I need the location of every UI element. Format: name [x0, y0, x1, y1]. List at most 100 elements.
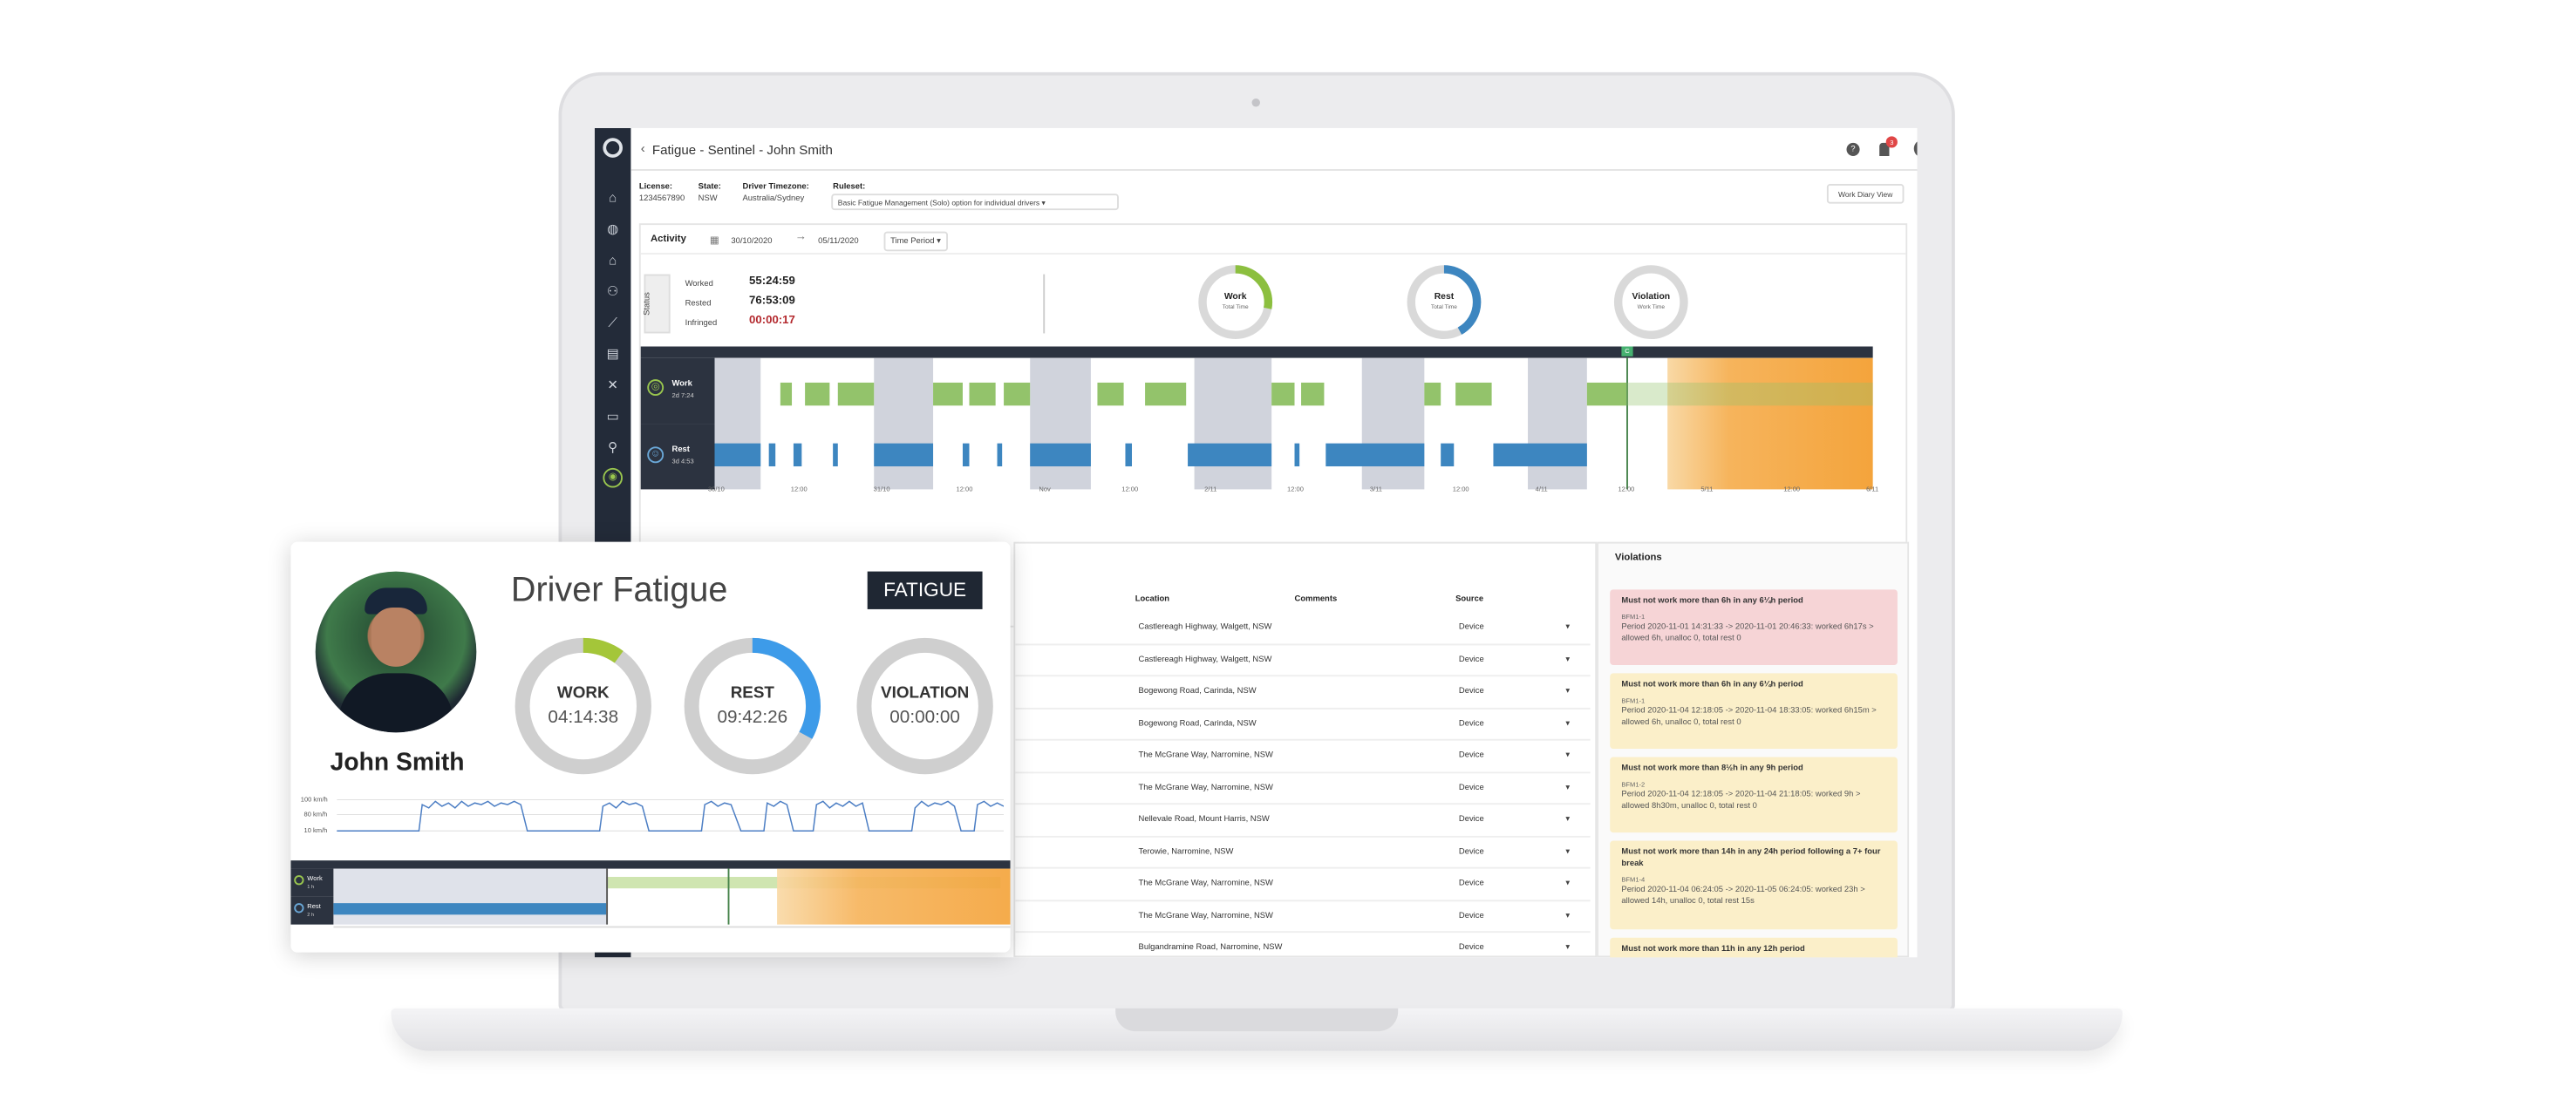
status-tab[interactable]: Status: [642, 274, 671, 334]
timeline-tick-label: 12:00: [1287, 484, 1304, 493]
avatar[interactable]: RS: [1913, 139, 1918, 158]
chart-icon[interactable]: ⟋: [608, 315, 617, 330]
fatigue-icon[interactable]: ◉: [603, 467, 623, 488]
table-row[interactable]: Castlereagh Highway, Walgett, NSW Device ▾: [1015, 644, 1591, 677]
violation-title: Must not work more than 14h in any 24h p…: [1621, 847, 1881, 869]
row-source: Device: [1458, 782, 1484, 792]
work-lane-head: ◎ Work 2d 7:24: [640, 357, 715, 424]
laptop-notch: [1115, 1008, 1399, 1032]
ring-label: VIOLATION: [881, 684, 970, 703]
row-location: Bulgandramine Road, Narromine, NSW: [1138, 942, 1283, 953]
depot-icon[interactable]: ⌂: [609, 253, 617, 268]
violation-card[interactable]: Must not work more than 6h in any 6¼h pe…: [1610, 673, 1898, 750]
overlay-title: Driver Fatigue: [510, 571, 728, 609]
row-expand-icon[interactable]: ▾: [1565, 878, 1571, 889]
donut-arc: [1198, 265, 1273, 340]
future-band: [1667, 357, 1873, 490]
row-expand-icon[interactable]: ▾: [1565, 910, 1571, 920]
rest-segment: [1294, 443, 1300, 467]
row-expand-icon[interactable]: ▾: [1565, 718, 1571, 729]
tools-icon[interactable]: ✕: [607, 377, 618, 393]
speed-line: [337, 798, 1005, 832]
row-expand-icon[interactable]: ▾: [1565, 814, 1571, 825]
row-location: Terowie, Narromine, NSW: [1138, 846, 1234, 857]
calendar-icon[interactable]: ▦: [709, 236, 719, 247]
row-expand-icon[interactable]: ▾: [1565, 621, 1571, 633]
table-row[interactable]: The McGrane Way, Narromine, NSW Device ▾: [1015, 741, 1591, 773]
timeline-tick-label: 31/10: [873, 484, 890, 493]
violation-code: BFM1-1: [1621, 696, 1646, 705]
rest-segment: [997, 443, 1003, 467]
bell-icon[interactable]: [1879, 142, 1890, 156]
donut-label: Rest: [1434, 292, 1455, 302]
violation-card[interactable]: Must not work more than 14h in any 24h p…: [1610, 840, 1898, 930]
infringed-value: 00:00:17: [749, 315, 795, 327]
ring-arc: [684, 637, 821, 775]
mini-rest-value: 2 h: [307, 911, 315, 919]
ruleset-select[interactable]: Basic Fatigue Management (Solo) option f…: [831, 194, 1119, 211]
donut-label: Violation: [1632, 292, 1671, 302]
work-diary-view-button[interactable]: Work Diary View: [1826, 183, 1905, 204]
date-to[interactable]: 05/11/2020: [818, 236, 859, 247]
row-expand-icon[interactable]: ▾: [1565, 846, 1571, 857]
globe-icon[interactable]: ◍: [607, 221, 619, 237]
ring-svg: [515, 637, 651, 775]
violation-card[interactable]: Must not work more than 6h in any 6¼h pe…: [1610, 589, 1898, 665]
activity-donut-violation: Violation Work Time: [1612, 262, 1690, 341]
rest-lane-label: Rest: [671, 445, 690, 455]
table-row[interactable]: The McGrane Way, Narromine, NSW Device ▾: [1015, 900, 1591, 934]
table-row[interactable]: Nellevale Road, Mount Harris, NSW Device ▾: [1015, 805, 1591, 837]
card-icon[interactable]: ▭: [606, 409, 619, 424]
route-icon[interactable]: ⚲: [608, 439, 618, 455]
time-period-select[interactable]: Time Period ▾: [883, 231, 948, 252]
rest-segment: [1188, 443, 1272, 467]
row-location: The McGrane Way, Narromine, NSW: [1138, 878, 1273, 889]
app-screen: ⌂ ◍ ⌂ ⚇ ⟋ ▤ ✕ ▭ ⚲ ◉ ‹ Fatigue - Sentinel…: [594, 127, 1918, 958]
mini-now-line: [606, 868, 609, 925]
users-icon[interactable]: ⚇: [606, 283, 619, 299]
row-location: Castlereagh Highway, Walgett, NSW: [1138, 654, 1272, 665]
top-bar: ‹ Fatigue - Sentinel - John Smith ? 3 RS: [630, 128, 1918, 171]
row-location: The McGrane Way, Narromine, NSW: [1138, 910, 1273, 920]
night-band: [1194, 357, 1272, 490]
violation-title: Must not work more than 8½h in any 9h pe…: [1621, 764, 1803, 774]
rest-face-icon: [294, 903, 304, 913]
fatigue-badge[interactable]: FATIGUE: [867, 571, 983, 609]
help-icon[interactable]: ?: [1846, 142, 1860, 156]
table-row[interactable]: Terowie, Narromine, NSW Device ▾: [1015, 837, 1591, 869]
table-row[interactable]: Castlereagh Highway, Walgett, NSW Device ▾: [1015, 613, 1591, 645]
violation-detail: Period 2020-11-04 12:18:05 -> 2020-11-04…: [1621, 706, 1877, 728]
activity-donut-rest: Rest Total Time: [1405, 262, 1483, 341]
row-expand-icon[interactable]: ▾: [1565, 654, 1571, 665]
home-icon[interactable]: ⌂: [609, 190, 617, 206]
work-segment: [837, 382, 875, 406]
violation-card[interactable]: Must not work more than 11h in any 12h p…: [1610, 937, 1898, 958]
table-row[interactable]: Bulgandramine Road, Narromine, NSW Device…: [1015, 933, 1590, 957]
row-source: Device: [1458, 654, 1484, 665]
row-expand-icon[interactable]: ▾: [1565, 686, 1571, 696]
ruleset-label: Ruleset:: [833, 182, 866, 193]
status-tab-label: Status: [642, 292, 653, 316]
mini-marker-line: [727, 868, 730, 925]
row-location: Nellevale Road, Mount Harris, NSW: [1138, 814, 1270, 825]
divider: [1043, 274, 1046, 334]
back-icon[interactable]: ‹: [640, 141, 645, 156]
table-row[interactable]: The McGrane Way, Narromine, NSW Device ▾: [1015, 772, 1591, 805]
row-expand-icon[interactable]: ▾: [1565, 782, 1571, 792]
table-row[interactable]: Bogewong Road, Carinda, NSW Device ▾: [1015, 709, 1591, 741]
donut-ring: [1407, 265, 1482, 340]
table-row[interactable]: Bogewong Road, Carinda, NSW Device ▾: [1015, 676, 1591, 709]
row-expand-icon[interactable]: ▾: [1565, 750, 1571, 761]
violation-card[interactable]: Must not work more than 8½h in any 9h pe…: [1610, 757, 1898, 833]
row-expand-icon[interactable]: ▾: [1565, 942, 1571, 953]
date-from[interactable]: 30/10/2020: [731, 236, 773, 247]
activity-table: Location Comments Source Castlereagh Hig…: [1013, 541, 1598, 958]
row-source: Device: [1458, 814, 1484, 825]
table-row[interactable]: The McGrane Way, Narromine, NSW Device ▾: [1015, 869, 1591, 901]
row-location: Castlereagh Highway, Walgett, NSW: [1138, 621, 1272, 633]
violation-title: Must not work more than 6h in any 6¼h pe…: [1621, 679, 1803, 690]
timeline-header-bar: [640, 346, 1873, 358]
speed-label: 80 km/h: [303, 809, 328, 818]
violation-title: Must not work more than 11h in any 12h p…: [1621, 944, 1805, 954]
document-icon[interactable]: ▤: [606, 346, 619, 362]
